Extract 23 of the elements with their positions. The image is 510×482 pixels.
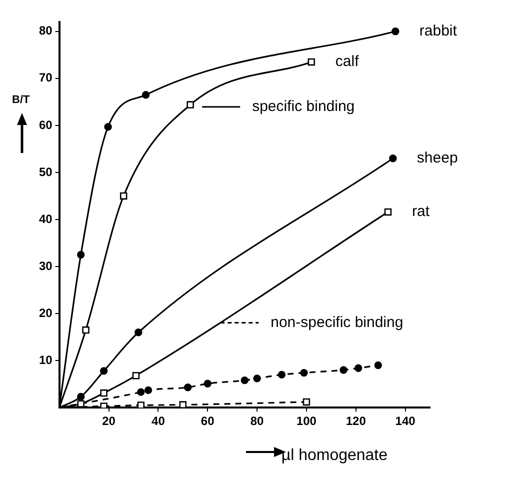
y-tick-label: 10 bbox=[38, 352, 53, 367]
y-tick-label: 50 bbox=[38, 164, 53, 179]
y-tick-label: 20 bbox=[38, 306, 53, 320]
y-tick-label: 30 bbox=[38, 258, 53, 273]
x-tick-label: 80 bbox=[250, 414, 264, 428]
x-tick-label: 140 bbox=[395, 414, 416, 428]
series-label: sheep bbox=[416, 150, 458, 167]
x-tick-label: 60 bbox=[200, 414, 215, 428]
series-label: calf bbox=[335, 53, 360, 70]
x-tick-label: 120 bbox=[346, 414, 366, 428]
x-axis-title: µl homogenate bbox=[281, 447, 388, 464]
annotation: specific binding bbox=[252, 98, 355, 115]
x-tick-label: 20 bbox=[102, 414, 116, 428]
y-tick-label: 70 bbox=[38, 70, 53, 85]
x-tick-label: 100 bbox=[296, 414, 317, 428]
y-tick-label: 40 bbox=[38, 212, 53, 226]
y-tick-label: 80 bbox=[38, 24, 53, 38]
annotation: non-specific binding bbox=[270, 314, 404, 331]
series-label: rabbit bbox=[419, 22, 458, 40]
series-label: rat bbox=[412, 203, 430, 220]
y-tick-label: 60 bbox=[38, 118, 53, 132]
x-tick-label: 40 bbox=[152, 414, 166, 428]
y-axis-title: B/T bbox=[12, 94, 30, 106]
